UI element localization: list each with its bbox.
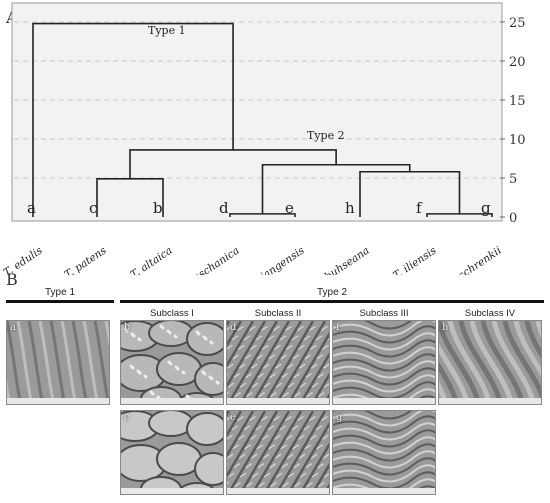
sem-info-bar [227,398,329,404]
sem-texture [333,321,435,404]
type2-rule [120,300,544,303]
sem-image-letter: b [124,322,131,333]
panel-b-letter: B [6,270,18,289]
subclass-label-2: Subclass II [254,308,302,319]
sem-info-bar [333,488,435,494]
sem-image-letter: e [230,412,236,423]
sem-image-letter: h [442,322,449,333]
species-label: T. thianschanica [164,245,242,275]
sem-image-letter: c [124,412,130,423]
species-label: T. iliensis [391,244,439,275]
leaf-letter: a [27,199,36,217]
leaf-letter: g [481,199,491,217]
sem-image-a: a [6,320,110,405]
subclass-label-3: Subclass III [359,308,409,319]
plot-area [11,2,503,222]
y-tick-label: 0 [509,211,517,226]
y-tick-labels: 0 5 10 15 20 25 [500,16,526,226]
sem-texture [227,321,329,404]
sem-image-letter: g [336,412,343,423]
leaf-letter: d [219,199,229,217]
leaf-letter: e [285,199,294,217]
sem-image-h: h [438,320,542,405]
sem-image-letter: d [230,322,237,333]
subclass-label-1: Subclass I [150,308,194,319]
type1-rule [6,300,114,303]
sem-info-bar [333,398,435,404]
sem-image-f: f [332,320,436,405]
sem-image-c: c [120,410,224,495]
species-label: T. buhseana [313,245,372,275]
type2-header: Type 2 [316,287,348,298]
sem-info-bar [439,398,541,404]
sem-texture [333,411,435,494]
type1-header: Type 1 [44,287,76,298]
cluster-label-type2: Type 2 [307,129,345,142]
sem-image-b: b [120,320,224,405]
species-label: T. patens [62,244,109,275]
y-tick-label: 10 [509,133,526,148]
sem-texture [121,321,223,404]
sem-texture [121,411,223,494]
sem-texture [439,321,541,404]
species-label: T. schrenkii [446,245,503,275]
sem-info-bar [7,398,109,404]
y-tick-label: 15 [509,94,526,109]
sem-image-g: g [332,410,436,495]
species-label: T. altaica [128,245,174,275]
sem-info-bar [121,488,223,494]
leaf-letter: f [416,199,423,217]
species-label: T. sinkiangensis [230,244,307,275]
sem-image-letter: f [336,322,340,333]
sem-texture [227,411,329,494]
dendrogram-branches [32,22,493,217]
dendrogram-branch [32,22,234,217]
cluster-label-type1: Type 1 [148,24,186,37]
leaf-letter: h [345,199,355,217]
subclass-label-4: Subclass IV [464,308,516,319]
sem-texture [7,321,109,404]
sem-image-e: e [226,410,330,495]
leaf-letter: b [153,199,163,217]
sem-info-bar [227,488,329,494]
leaf-letter: c [89,199,97,217]
sem-image-letter: a [10,322,16,333]
sem-image-d: d [226,320,330,405]
y-tick-label: 25 [509,16,526,31]
y-tick-label: 20 [509,55,526,70]
sem-info-bar [121,398,223,404]
grid-lines [14,21,500,179]
y-tick-label: 5 [509,172,517,187]
